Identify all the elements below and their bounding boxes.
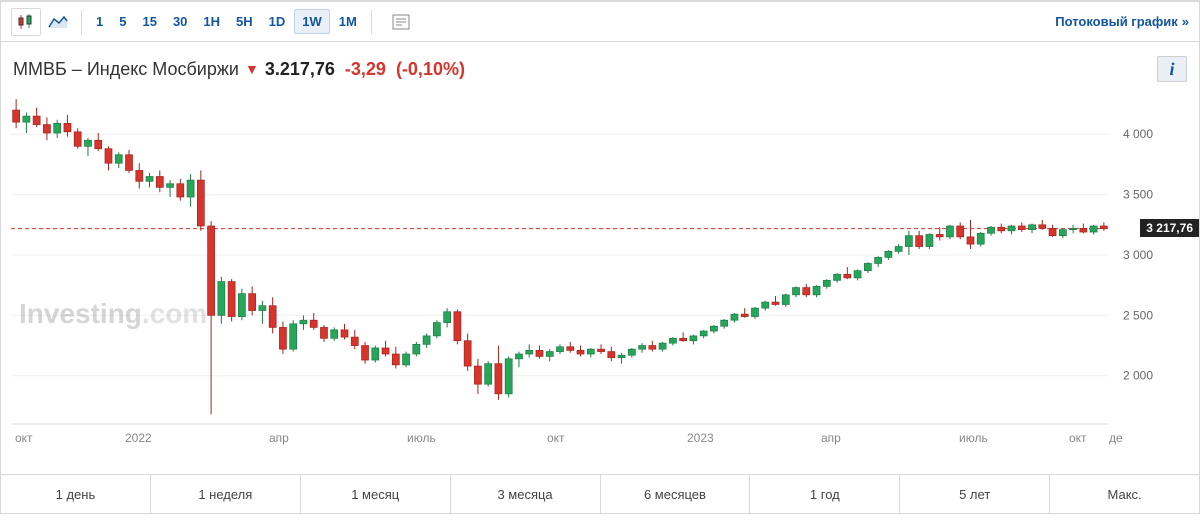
range-button[interactable]: 1 месяц — [301, 474, 451, 513]
chart-toolbar: 1515301H5H1D1W1M Потоковый график» — [0, 0, 1200, 42]
stream-label: Потоковый график — [1055, 14, 1178, 29]
area-chart-icon[interactable] — [43, 8, 73, 36]
candlestick-chart: 2 000 2 500 3 000 3 500 4 000 окт 2022 апр июль о… — [1, 88, 1199, 468]
svg-text:4 000: 4 000 — [1123, 127, 1153, 141]
timeframe-5[interactable]: 5 — [112, 10, 133, 33]
info-button[interactable]: i — [1157, 56, 1187, 82]
svg-text:3 500: 3 500 — [1123, 188, 1153, 202]
range-button[interactable]: 1 год — [750, 474, 900, 513]
svg-text:окт: окт — [1069, 431, 1087, 445]
range-button[interactable]: 6 месяцев — [601, 474, 751, 513]
price-change-pct: (-0,10%) — [396, 59, 465, 80]
svg-text:июль: июль — [959, 431, 988, 445]
svg-text:2 500: 2 500 — [1123, 308, 1153, 322]
svg-text:окт: окт — [15, 431, 33, 445]
timeframe-group: 1515301H5H1D1W1M — [88, 14, 365, 29]
toolbar-sep — [371, 10, 372, 34]
toolbar-sep — [81, 10, 82, 34]
svg-text:2022: 2022 — [125, 431, 152, 445]
timeframe-1D[interactable]: 1D — [262, 10, 293, 33]
svg-text:2 000: 2 000 — [1123, 369, 1153, 383]
svg-text:апр: апр — [821, 431, 841, 445]
svg-text:де: де — [1109, 431, 1123, 445]
news-icon[interactable] — [386, 8, 416, 36]
instrument-name: ММВБ – Индекс Мосбиржи — [13, 59, 239, 80]
timeframe-1H[interactable]: 1H — [196, 10, 227, 33]
timeframe-1[interactable]: 1 — [89, 10, 110, 33]
range-button[interactable]: Макс. — [1050, 474, 1199, 513]
range-button[interactable]: 1 неделя — [151, 474, 301, 513]
timeframe-30[interactable]: 30 — [166, 10, 194, 33]
range-selector: 1 день1 неделя1 месяц3 месяца6 месяцев1 … — [0, 468, 1200, 514]
price-change: -3,29 — [345, 59, 386, 80]
arrow-down-icon: ▼ — [245, 61, 259, 77]
candlestick-icon[interactable] — [11, 8, 41, 36]
stream-chart-link[interactable]: Потоковый график » — [1055, 14, 1189, 29]
range-button[interactable]: 3 месяца — [451, 474, 601, 513]
timeframe-1W[interactable]: 1W — [294, 9, 330, 34]
svg-text:апр: апр — [269, 431, 289, 445]
last-price: 3.217,76 — [265, 59, 335, 80]
arrow-right-icon: » — [1182, 14, 1189, 29]
timeframe-15[interactable]: 15 — [135, 10, 163, 33]
last-price-tag: 3 217,76 — [1140, 219, 1199, 237]
svg-text:окт: окт — [547, 431, 565, 445]
timeframe-5H[interactable]: 5H — [229, 10, 260, 33]
range-button[interactable]: 1 день — [1, 474, 151, 513]
svg-text:июль: июль — [407, 431, 436, 445]
svg-text:2023: 2023 — [687, 431, 714, 445]
chart-area[interactable]: Investing.com 2 0002 5003 0003 5004 000о… — [0, 88, 1200, 468]
range-button[interactable]: 5 лет — [900, 474, 1050, 513]
timeframe-1M[interactable]: 1M — [332, 10, 364, 33]
chart-header: ММВБ – Индекс Мосбиржи ▼ 3.217,76 -3,29 … — [0, 42, 1200, 88]
svg-text:3 000: 3 000 — [1123, 248, 1153, 262]
